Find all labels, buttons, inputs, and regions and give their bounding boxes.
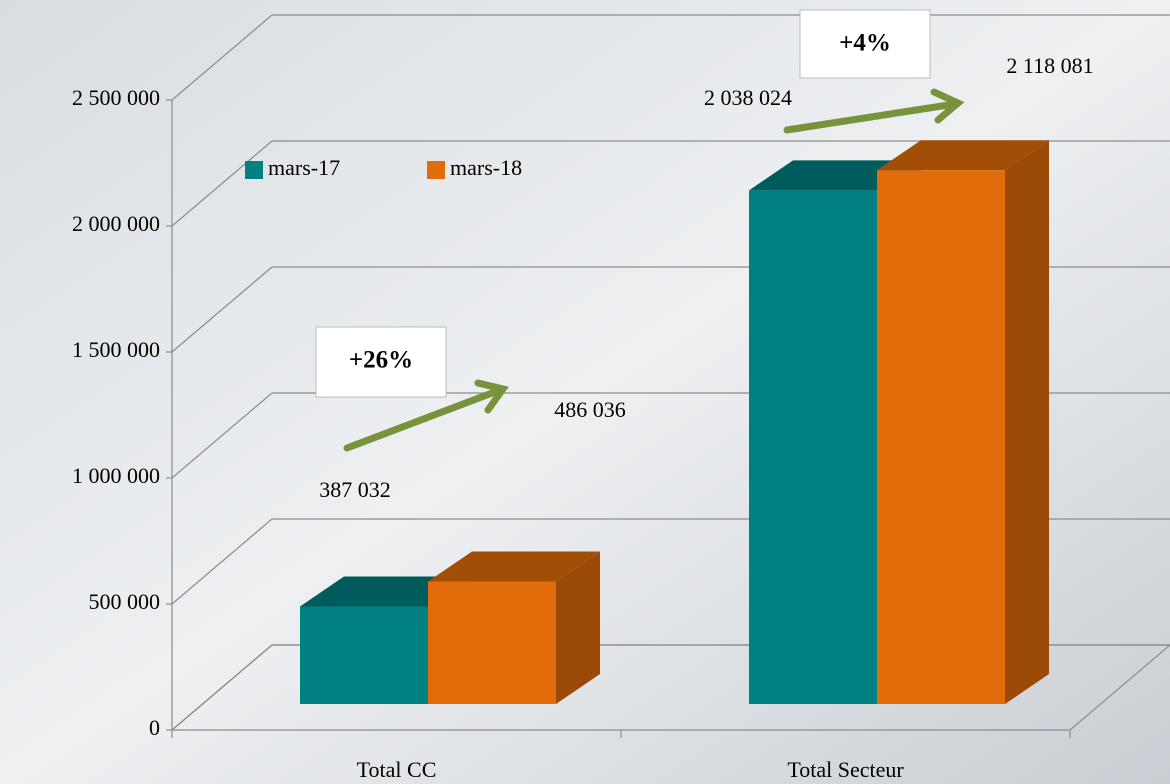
- data-label: 486 036: [554, 397, 626, 422]
- legend-swatch: [245, 161, 263, 179]
- data-label: 387 032: [319, 477, 391, 502]
- data-label: 2 038 024: [704, 85, 792, 110]
- y-tick-label: 2 500 000: [72, 85, 160, 110]
- y-tick-label: 2 000 000: [72, 211, 160, 236]
- y-tick-label: 1 500 000: [72, 337, 160, 362]
- y-tick-label: 500 000: [89, 589, 161, 614]
- grid-line: [171, 392, 273, 479]
- grid-line: [171, 518, 273, 605]
- arrow: [343, 88, 965, 452]
- grid-line: [171, 644, 273, 731]
- data-label: 2 118 081: [1006, 53, 1093, 78]
- grid-line: [171, 266, 273, 353]
- annotation-box: [315, 326, 447, 398]
- annotation: +26%: [349, 347, 413, 374]
- grid-line: [171, 140, 273, 227]
- annotation: +4%: [839, 30, 891, 57]
- bar: [428, 581, 556, 704]
- x-tick-label: Total Secteur: [787, 757, 904, 782]
- legend-swatch: [427, 161, 445, 179]
- bar: [300, 606, 428, 704]
- bar-side: [556, 551, 600, 704]
- x-tick-label: Total CC: [357, 757, 437, 782]
- grid-line: [171, 14, 273, 101]
- bar-top: [428, 551, 600, 582]
- legend-label: mars-18: [450, 155, 522, 180]
- y-tick-label: 0: [149, 715, 160, 740]
- bar-top: [877, 140, 1049, 171]
- bar-side: [1005, 140, 1049, 704]
- annotation-box: [799, 9, 931, 79]
- legend-label: mars-17: [268, 155, 340, 180]
- bar: [749, 190, 877, 704]
- bar: [877, 170, 1005, 704]
- y-tick-label: 1 000 000: [72, 463, 160, 488]
